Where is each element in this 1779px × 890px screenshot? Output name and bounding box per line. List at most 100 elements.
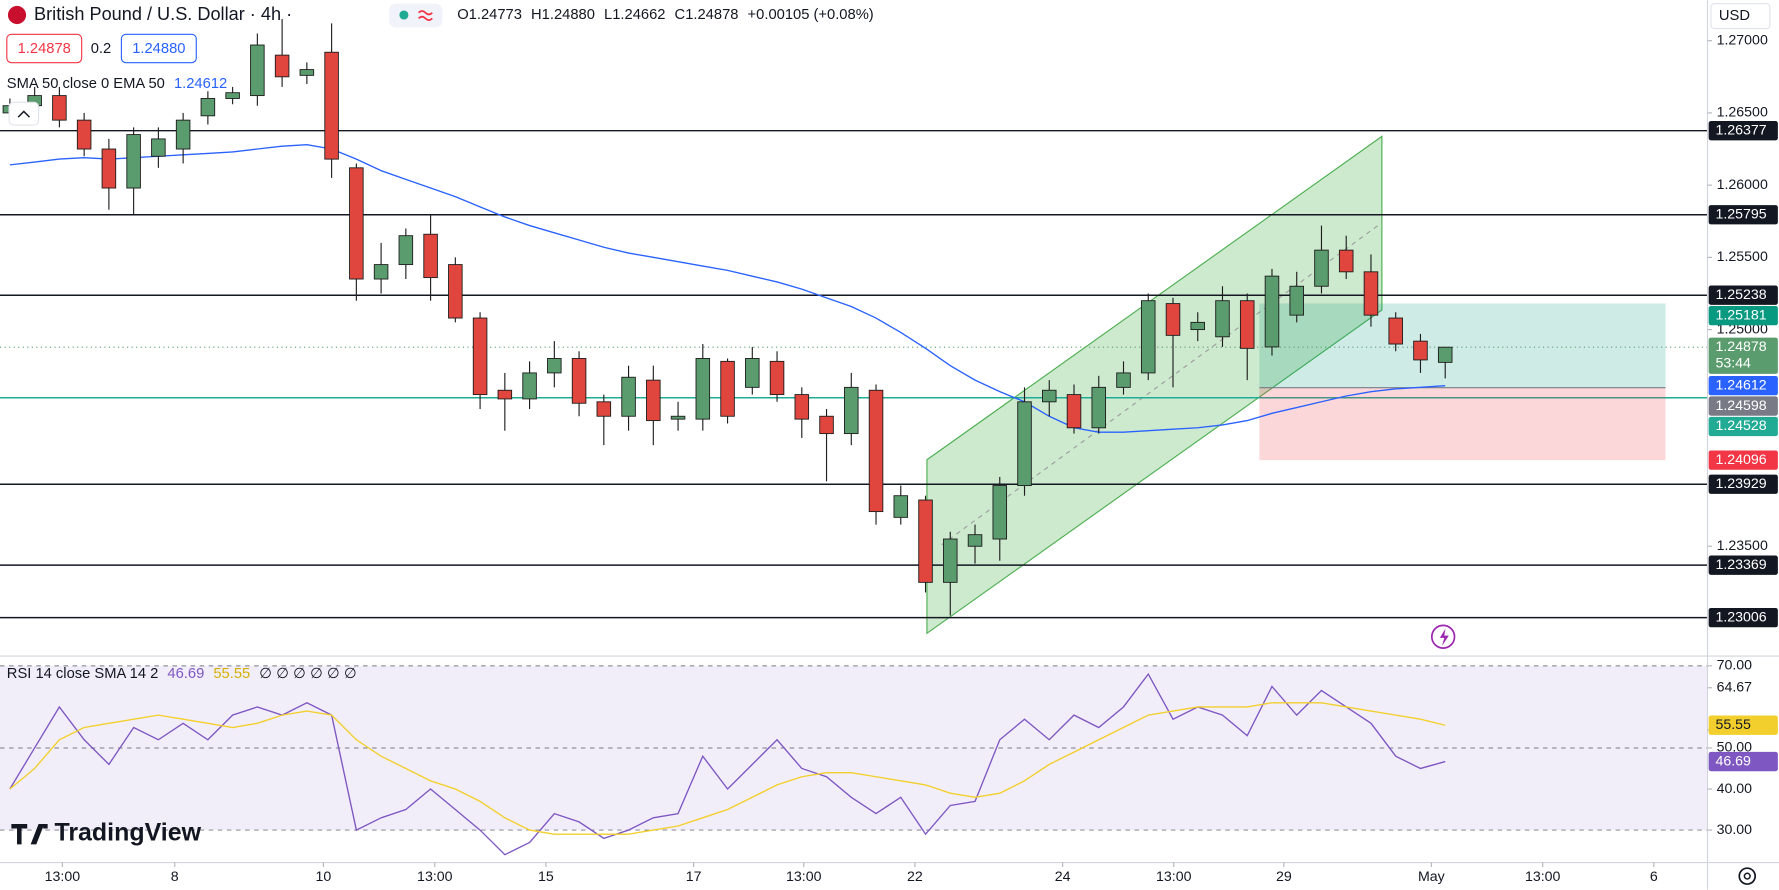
- candle-body: [398, 235, 414, 266]
- y-tick-label: 64.67: [1717, 680, 1753, 696]
- level-badge: [1708, 285, 1778, 305]
- candle-body: [349, 167, 364, 280]
- candle-body: [373, 264, 389, 280]
- candle-body: [126, 134, 141, 189]
- candle-body: [547, 358, 562, 374]
- open-text: O1.24773: [457, 7, 522, 23]
- candle-body: [1165, 303, 1181, 336]
- rsi-legend-value: 46.69: [167, 666, 204, 682]
- level-badge: [1708, 121, 1778, 141]
- candle-body: [844, 386, 859, 435]
- candle-body: [769, 360, 785, 396]
- x-tick-label: 13:00: [786, 869, 822, 885]
- candle-body: [1116, 372, 1131, 388]
- x-tick-label: 13:00: [417, 869, 453, 885]
- candle-body: [670, 415, 686, 420]
- sell-button[interactable]: [6, 33, 83, 64]
- x-tick-label: 8: [171, 869, 179, 885]
- symbol-flag: [7, 5, 27, 25]
- x-tick-label: 22: [907, 869, 923, 885]
- price-badge-label: 1.24878: [1715, 339, 1766, 355]
- candle-body: [1388, 317, 1403, 345]
- y-tick-label: 70.00: [1717, 658, 1753, 674]
- market-open-dot: [399, 10, 409, 20]
- x-tick-label: 15: [538, 869, 554, 885]
- candle-body: [448, 264, 463, 319]
- candle-body: [1041, 389, 1057, 403]
- candle-body: [571, 358, 587, 404]
- level-badge-label: 1.25238: [1715, 287, 1766, 303]
- level-badge: [1708, 555, 1778, 575]
- y-tick-label: 40.00: [1717, 781, 1753, 797]
- candle-body: [745, 358, 760, 388]
- buy-price: 1.24880: [132, 41, 185, 57]
- candle-body: [918, 499, 933, 583]
- level-badge-label: 1.26377: [1715, 122, 1766, 138]
- alert-bolt: [1439, 628, 1449, 646]
- brand-name: TradingView: [54, 819, 201, 847]
- level-badge-label: 1.23929: [1715, 476, 1766, 492]
- candle-body: [1289, 285, 1304, 316]
- currency-button[interactable]: [1710, 3, 1771, 30]
- y-tick-label: 30.00: [1717, 822, 1753, 838]
- rsi-legend: RSI 14 close SMA 14 2 46.69 55.55 ∅ ∅ ∅ ∅ ∅…: [7, 666, 357, 682]
- rsi-sma-legend-value: 55.55: [213, 666, 250, 682]
- x-tick-label: 24: [1055, 869, 1071, 885]
- candle-body: [1363, 271, 1379, 316]
- close-text: C1.24878: [675, 7, 739, 23]
- x-tick-label: 29: [1276, 869, 1292, 885]
- level-badge-label: 1.24528: [1715, 418, 1766, 434]
- candle-body: [274, 54, 290, 78]
- level-badge-label: 1.25795: [1715, 207, 1766, 223]
- rsi-badge-label: 55.55: [1715, 717, 1751, 733]
- target-badge: [1708, 305, 1778, 326]
- currency: USD: [1719, 8, 1750, 24]
- candle-body: [992, 485, 1008, 540]
- rsi-badge: [1708, 751, 1778, 772]
- stop-badge: [1708, 450, 1778, 470]
- change-text: +0.00105 (+0.08%): [748, 7, 874, 23]
- y-tick-label: 1.26500: [1717, 105, 1768, 121]
- rsi-line: [9, 672, 1446, 856]
- level-badge: [1708, 205, 1778, 225]
- level-badge: [1708, 416, 1778, 437]
- candle-body: [1091, 386, 1107, 429]
- settings-icon-center: [1743, 872, 1751, 880]
- ema-badge: [1708, 375, 1778, 396]
- candle-body: [868, 389, 884, 513]
- brand-logo: [11, 823, 48, 845]
- y-tick-label: 1.25500: [1717, 249, 1768, 265]
- y-tick-label: 1.23500: [1717, 538, 1768, 554]
- candle-body: [497, 389, 513, 400]
- high-text: H1.24880: [531, 7, 595, 23]
- candle-body: [1215, 300, 1230, 338]
- candle-body: [621, 376, 636, 417]
- symbol-title: British Pound / U.S. Dollar · 4h ·: [34, 4, 292, 24]
- candle-body: [250, 44, 265, 97]
- x-tick-label: 13:00: [1156, 869, 1192, 885]
- candle-body: [720, 360, 735, 417]
- candle-body: [1066, 394, 1082, 429]
- candle-body: [299, 69, 315, 76]
- countdown: 53:44: [1715, 355, 1751, 371]
- y-tick-label: 50.00: [1717, 740, 1753, 756]
- candle-body: [200, 98, 216, 117]
- buy-button[interactable]: [120, 33, 197, 64]
- candle-body: [151, 138, 166, 157]
- y-tick-label: 1.26000: [1717, 177, 1768, 193]
- price-badge: [1708, 337, 1778, 374]
- candle-body: [819, 415, 834, 435]
- candle-body: [1338, 249, 1354, 273]
- collapse-button[interactable]: [8, 101, 40, 126]
- settings-icon[interactable]: [1738, 867, 1757, 885]
- status-pill[interactable]: [389, 3, 443, 28]
- low-text: L1.24662: [604, 7, 665, 23]
- alert-icon[interactable]: [1430, 624, 1456, 649]
- x-tick-label: 6: [1650, 869, 1658, 885]
- candle-body: [423, 233, 438, 279]
- rsi-badge: [1708, 715, 1778, 735]
- rsi-badge-label: 46.69: [1715, 753, 1751, 769]
- sell-price: 1.24878: [18, 41, 71, 57]
